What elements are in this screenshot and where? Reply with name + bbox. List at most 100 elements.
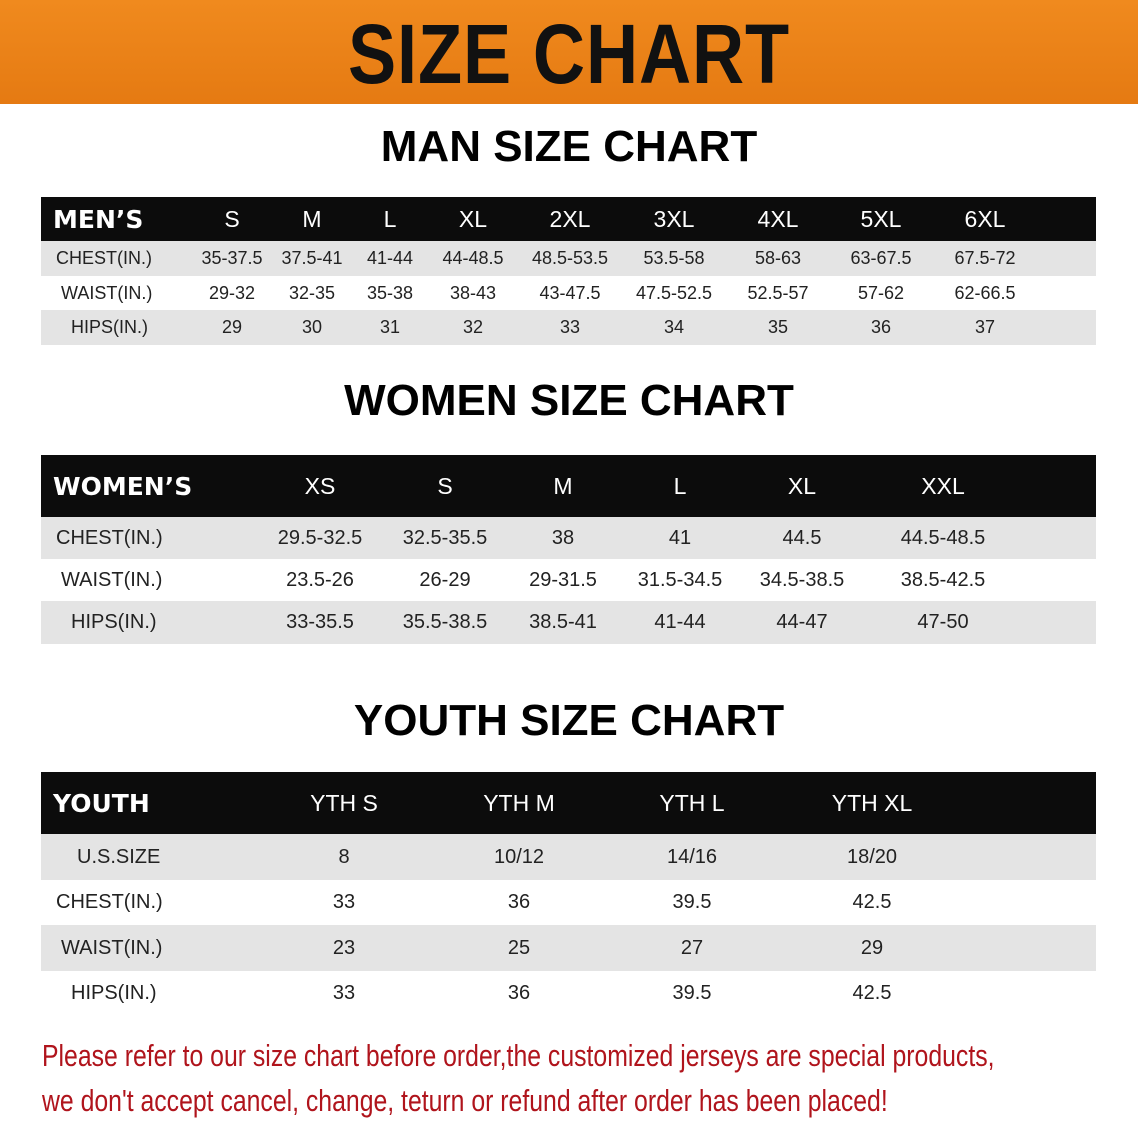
size-column-header: S (224, 205, 240, 232)
youth-section-title: YOUTH SIZE CHART (353, 696, 785, 745)
measurement-label: HIPS(IN.) (71, 317, 149, 337)
header-row: YOUTH YTH S YTH M YTH L YTH XL (41, 772, 1096, 834)
table-corner-label: WOMEN’S (53, 471, 193, 501)
table-cell: 33-35.5 (286, 611, 354, 633)
table-cell: 37 (974, 317, 996, 337)
table-cell: 27 (680, 936, 704, 959)
table-cell: 29-32 (208, 282, 256, 303)
header-row: MEN’S S M L XL 2XL 3XL 4XL 5XL 6XL (41, 197, 1096, 241)
table-cell: 42.5 (852, 982, 892, 1004)
table-row: CHEST(IN.) 29.5-32.5 32.5-35.5 38 41 44.5 44.5… (41, 517, 1096, 559)
table-cell: 39.5 (672, 982, 712, 1004)
size-column-header: XXL (921, 472, 965, 499)
table-cell: 36 (507, 982, 531, 1004)
header-row: WOMEN’S XS S M L XL XXL (41, 455, 1096, 517)
men-size-table: MEN’S S M L XL 2XL 3XL 4XL 5XL 6XL CHEST(IN.) 35-37… (41, 197, 1096, 345)
size-column-header: 4XL (757, 205, 799, 232)
banner-title: SIZE CHART (347, 7, 791, 101)
size-column-header: 3XL (653, 205, 695, 232)
table-cell: 38.5-42.5 (900, 568, 986, 591)
table-cell: 62-66.5 (954, 282, 1016, 303)
table-cell: 29-31.5 (529, 568, 597, 591)
measurement-label: HIPS(IN.) (71, 611, 157, 633)
table-cell: 29 (860, 936, 884, 959)
size-column-header: 6XL (964, 205, 1006, 232)
table-cell: 33 (332, 982, 356, 1004)
women-section-title: WOMEN SIZE CHART (344, 376, 794, 425)
table-corner-label: MEN’S (53, 204, 144, 234)
table-cell: 23.5-26 (286, 568, 354, 591)
table-cell: 31 (379, 317, 401, 337)
notice-line-2: we don't accept cancel, change, teturn o… (42, 1083, 888, 1118)
table-row: HIPS(IN.) 33 36 39.5 42.5 (41, 971, 1096, 1016)
table-row: HIPS(IN.) 29 30 31 32 33 34 35 36 37 (41, 310, 1096, 345)
table-cell: 33 (332, 891, 356, 913)
size-column-header: XL (787, 472, 817, 499)
table-row: HIPS(IN.) 33-35.5 35.5-38.5 38.5-41 41-44 44-… (41, 601, 1096, 644)
table-cell: 14/16 (666, 845, 718, 868)
measurement-label: CHEST(IN.) (56, 891, 163, 913)
table-cell: 10/12 (493, 845, 545, 868)
table-cell: 31.5-34.5 (637, 568, 723, 591)
table-cell: 33 (559, 317, 581, 337)
table-row: WAIST(IN.) 23.5-26 26-29 29-31.5 31.5-34.5 34… (41, 559, 1096, 601)
table-cell: 41 (668, 526, 692, 549)
size-column-header: YTH S (310, 789, 378, 816)
table-cell: 32 (462, 317, 484, 337)
table-corner-label: YOUTH (53, 788, 150, 818)
table-cell: 23 (332, 936, 356, 959)
table-cell: 8 (338, 845, 350, 868)
table-cell: 48.5-53.5 (531, 248, 609, 268)
table-row: U.S.SIZE 8 10/12 14/16 18/20 (41, 834, 1096, 880)
size-column-header: 2XL (549, 205, 591, 232)
size-column-header: XL (458, 205, 488, 232)
size-column-header: M (302, 205, 322, 232)
table-cell: 35 (767, 317, 789, 337)
men-section-title: MAN SIZE CHART (380, 122, 758, 171)
table-cell: 29.5-32.5 (277, 526, 363, 549)
size-column-header: L (673, 472, 687, 499)
table-cell: 67.5-72 (954, 248, 1016, 268)
size-column-header: S (437, 472, 453, 499)
size-column-header: YTH XL (831, 789, 913, 816)
size-column-header: L (383, 205, 397, 232)
table-cell: 32.5-35.5 (402, 526, 488, 549)
table-cell: 34.5-38.5 (759, 568, 845, 591)
table-cell: 25 (507, 936, 531, 959)
table-cell: 41-44 (366, 248, 414, 268)
table-cell: 38-43 (449, 282, 497, 303)
measurement-label: CHEST(IN.) (56, 526, 163, 549)
table-cell: 34 (663, 317, 685, 337)
size-column-header: XS (304, 472, 336, 499)
table-cell: 44-47 (776, 611, 828, 633)
size-column-header: YTH L (659, 789, 725, 816)
table-cell: 35-38 (366, 282, 414, 303)
table-row: CHEST(IN.) 35-37.5 37.5-41 41-44 44-48.5 48.5… (41, 241, 1096, 276)
notice-line-1: Please refer to our size chart before or… (42, 1038, 995, 1073)
table-cell: 30 (301, 317, 323, 337)
measurement-label: WAIST(IN.) (61, 282, 153, 303)
size-column-header: 5XL (860, 205, 902, 232)
table-cell: 29 (221, 317, 243, 337)
table-cell: 44.5-48.5 (900, 526, 986, 549)
table-cell: 32-35 (288, 282, 336, 303)
table-cell: 35-37.5 (201, 248, 263, 268)
table-cell: 63-67.5 (850, 248, 912, 268)
table-cell: 57-62 (857, 282, 905, 303)
measurement-label: HIPS(IN.) (71, 982, 157, 1004)
size-column-header: YTH M (483, 789, 555, 816)
measurement-label: U.S.SIZE (77, 845, 161, 868)
table-cell: 58-63 (754, 248, 802, 268)
table-cell: 37.5-41 (281, 248, 343, 268)
table-row: WAIST(IN.) 29-32 32-35 35-38 38-43 43-47.5 47.… (41, 276, 1096, 310)
table-cell: 36 (507, 891, 531, 913)
measurement-label: WAIST(IN.) (61, 568, 163, 591)
table-cell: 44-48.5 (442, 248, 504, 268)
size-column-header: M (553, 472, 573, 499)
table-cell: 53.5-58 (643, 248, 705, 268)
table-cell: 36 (870, 317, 892, 337)
table-cell: 38 (551, 526, 575, 549)
table-cell: 39.5 (672, 891, 712, 913)
youth-size-table: YOUTH YTH S YTH M YTH L YTH XL U.S.SIZE 8 10/12… (41, 772, 1096, 1016)
table-row: WAIST(IN.) 23 25 27 29 (41, 925, 1096, 971)
